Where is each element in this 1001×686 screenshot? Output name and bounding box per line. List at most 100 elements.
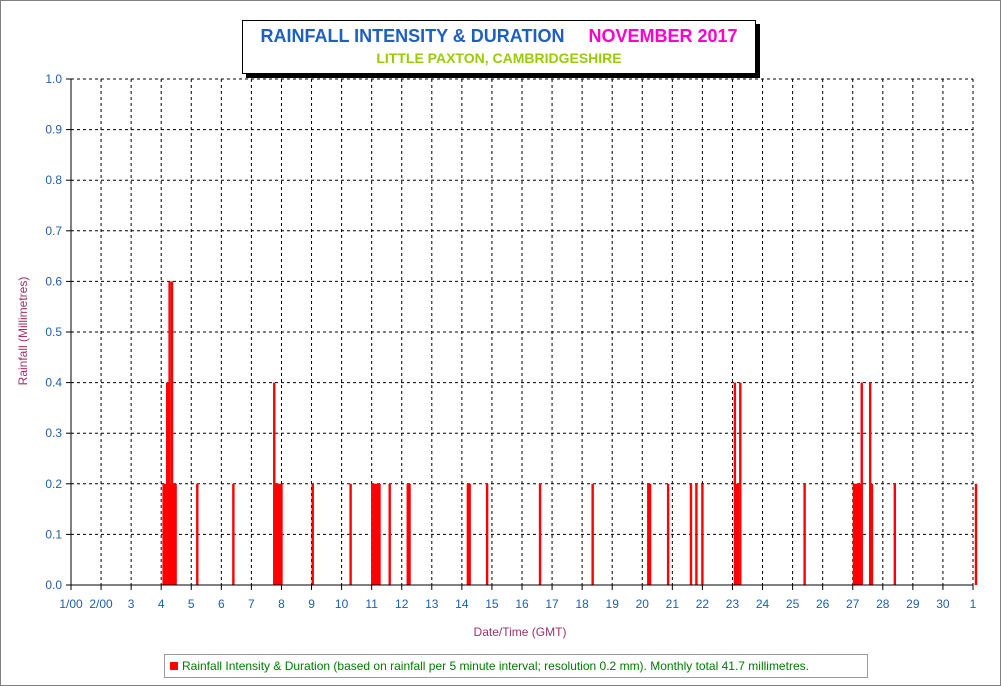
- rainfall-bar: [371, 483, 374, 585]
- x-tick-label: 5: [188, 597, 195, 611]
- rainfall-bar: [172, 483, 175, 585]
- rainfall-bar: [162, 483, 165, 585]
- rainfall-bar: [858, 483, 861, 585]
- rainfall-bar: [855, 483, 859, 585]
- rainfall-bar: [377, 483, 380, 585]
- rainfall-bar: [375, 483, 379, 585]
- y-tick-label: 0.4: [45, 376, 62, 390]
- rainfall-bar: [168, 281, 171, 585]
- y-tick-label: 0.7: [45, 224, 62, 238]
- rainfall-bar: [466, 483, 470, 585]
- rainfall-bar: [277, 483, 281, 585]
- x-tick-label: 25: [786, 597, 800, 611]
- x-tick-label: 23: [726, 597, 740, 611]
- x-tick-label: 20: [636, 597, 650, 611]
- y-tick-label: 0.2: [45, 477, 62, 491]
- y-tick-label: 0.1: [45, 527, 62, 541]
- rainfall-bar: [279, 483, 282, 585]
- legend: Rainfall Intensity & Duration (based on …: [164, 654, 868, 678]
- rainfall-bar: [868, 382, 872, 585]
- rainfall-bar: [173, 483, 176, 585]
- x-tick-label: 7: [248, 597, 255, 611]
- x-tick-labels: 1/00 2/00 3 4 5 6 7 8 9 10 11 12 13 14 15 16 17 18 19 20 21 2…: [59, 597, 976, 611]
- rainfall-bar: [689, 483, 693, 585]
- rainfall-bar: [870, 483, 874, 585]
- rainfall-bar: [408, 483, 411, 585]
- rainfall-bar: [196, 483, 199, 585]
- x-tick-label: 11: [365, 597, 378, 611]
- rainfall-bar: [406, 483, 409, 585]
- title-box: RAINFALL INTENSITY & DURATION NOVEMBER 20…: [242, 20, 756, 74]
- rainfall-bar: [803, 483, 806, 585]
- x-tick-label: 1/00: [59, 597, 83, 611]
- x-tick-label: 18: [575, 597, 589, 611]
- x-tick-label: 1: [970, 597, 977, 611]
- rainfall-bar: [468, 483, 471, 585]
- chart-subtitle: LITTLE PAXTON, CAMBRIDGESHIRE: [376, 50, 622, 66]
- x-tick-label: 30: [936, 597, 950, 611]
- chart-title: RAINFALL INTENSITY & DURATION: [260, 26, 565, 46]
- rainfall-bar: [349, 483, 352, 585]
- x-tick-label: 6: [218, 597, 225, 611]
- x-tick-label: 29: [906, 597, 920, 611]
- x-tick-label: 21: [666, 597, 680, 611]
- rainfall-bar: [311, 483, 314, 585]
- x-tick-label: 12: [395, 597, 409, 611]
- rainfall-bar: [372, 483, 375, 585]
- x-tick-label: 4: [158, 597, 165, 611]
- rainfall-bar: [174, 483, 177, 585]
- rainfall-bar: [167, 382, 170, 585]
- rainfall-bar: [859, 483, 862, 585]
- rainfall-bar: [276, 483, 280, 585]
- x-tick-label: 15: [485, 597, 499, 611]
- rainfall-bar: [170, 281, 174, 585]
- rainfall-bar: [856, 483, 860, 585]
- grid-lines: [71, 78, 974, 585]
- rainfall-bar: [164, 483, 168, 585]
- y-tick-label: 0.5: [45, 325, 62, 339]
- rainfall-bar: [591, 483, 594, 585]
- rainfall-bar: [733, 382, 737, 585]
- y-tick-label: 0.3: [45, 426, 62, 440]
- rainfall-bar: [373, 483, 376, 585]
- x-tick-label: 24: [756, 597, 770, 611]
- rainfall-bar: [739, 382, 742, 585]
- rainfall-bar: [274, 483, 277, 585]
- rainfall-bar: [893, 483, 897, 585]
- rainfall-bar: [378, 483, 381, 585]
- title-line: RAINFALL INTENSITY & DURATION NOVEMBER 20…: [243, 26, 755, 47]
- legend-entry-label: Rainfall Intensity & Duration (based on …: [182, 659, 809, 673]
- rainfall-bar: [854, 483, 857, 585]
- rainfall-bar: [280, 483, 283, 585]
- x-tick-label: 9: [308, 597, 315, 611]
- x-axis-label: Date/Time (GMT): [474, 625, 567, 639]
- y-tick-label: 0.8: [45, 173, 62, 187]
- chart-title-period: NOVEMBER 2017: [588, 26, 738, 46]
- rainfall-bar: [374, 483, 378, 585]
- y-tick-label: 0.9: [45, 123, 62, 137]
- y-tick-label: 0.6: [45, 274, 62, 288]
- rainfall-bar: [538, 483, 542, 585]
- x-tick-label: 17: [545, 597, 559, 611]
- x-tick-label: 2/00: [89, 597, 113, 611]
- axes: [66, 78, 974, 590]
- x-tick-label: 13: [425, 597, 439, 611]
- rainfall-bar: [695, 483, 698, 585]
- rainfall-bar: [860, 382, 863, 585]
- rainfall-bar: [852, 483, 856, 585]
- bar-series: [162, 281, 978, 585]
- rainfall-bar: [648, 483, 652, 585]
- x-tick-label: 26: [816, 597, 830, 611]
- y-tick-label: 0.0: [45, 578, 62, 592]
- x-tick-label: 3: [128, 597, 135, 611]
- y-tick-labels: 0.0 0.1 0.2 0.3 0.4 0.5 0.6 0.7 0.8 0.9 1.0: [45, 72, 62, 592]
- rainfall-bar: [735, 483, 738, 585]
- rainfall-bar: [388, 483, 391, 585]
- rainfall-bar: [666, 483, 670, 585]
- rainfall-bar: [485, 483, 489, 585]
- rainfall-bar: [232, 483, 235, 585]
- rainfall-bar: [275, 483, 278, 585]
- rainfall-bar: [163, 483, 167, 585]
- y-tick-label: 1.0: [45, 72, 62, 86]
